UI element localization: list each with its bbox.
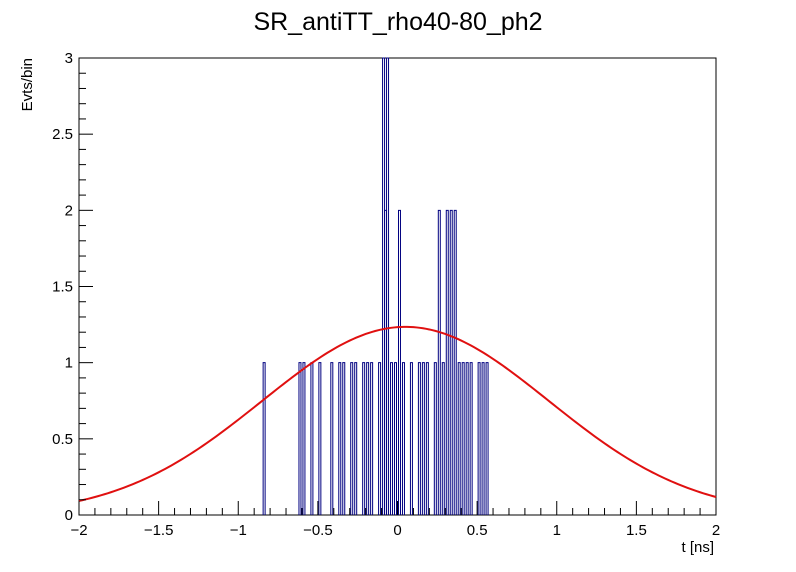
fit-curve (78, 325, 717, 502)
histogram-bars (262, 57, 489, 515)
histogram-bin-34 (469, 362, 473, 515)
x-axis-label: t [ns] (681, 539, 714, 556)
x-tick-label: −2 (70, 522, 87, 539)
x-tick-label: 1.5 (626, 522, 647, 539)
histogram-bin-27 (441, 362, 445, 515)
histogram-bin-25 (433, 362, 437, 515)
x-tick-label: −1.5 (144, 522, 174, 539)
histogram-bin-0 (262, 362, 266, 515)
x-tick-label: 0 (393, 522, 401, 539)
gaussian-fit-line (78, 325, 717, 502)
histogram-bin-7 (342, 362, 346, 515)
histogram-bin-33 (465, 362, 469, 515)
y-tick-label: 2 (65, 202, 73, 219)
histogram-bin-37 (485, 362, 489, 515)
histogram-bin-3 (310, 362, 314, 515)
histogram-bin-6 (338, 362, 342, 515)
histogram-bin-23 (421, 362, 425, 515)
histogram-bin-19 (397, 209, 401, 515)
histogram-bin-20 (401, 362, 405, 515)
histogram-bin-9 (354, 362, 358, 515)
y-tick-label: 1 (65, 355, 73, 372)
y-tick-label: 2.5 (52, 126, 73, 143)
histogram-bin-4 (318, 362, 322, 515)
histogram-bin-13 (378, 362, 382, 515)
histogram-bin-18 (394, 362, 398, 515)
y-tick-label: 1.5 (52, 279, 73, 296)
x-tick-label: −1 (230, 522, 247, 539)
x-tick-label: −0.5 (303, 522, 333, 539)
histogram-bin-22 (417, 362, 421, 515)
histogram-bin-35 (477, 362, 481, 515)
histogram-bin-32 (461, 362, 465, 515)
x-tick-label: 1 (553, 522, 561, 539)
histogram-bin-30 (453, 209, 457, 515)
y-axis-label: Evts/bin (19, 58, 36, 111)
x-axis: −2 −1.5 −1 −0.5 0 0.5 1 1.5 2 (70, 501, 720, 539)
y-tick-label: 0 (65, 507, 73, 524)
histogram-bin-21 (409, 362, 413, 515)
histogram-bin-29 (449, 209, 453, 515)
histogram-bin-1 (298, 362, 302, 515)
histogram-bin-8 (350, 362, 354, 515)
histogram-bin-11 (366, 362, 370, 515)
chart-title: SR_antiTT_rho40-80_ph2 (253, 8, 542, 36)
histogram-bin-17 (390, 362, 394, 515)
y-axis: 0 0.5 1 1.5 2 2.5 3 (52, 50, 93, 524)
histogram-bin-24 (425, 362, 429, 515)
histogram-bin-36 (481, 362, 485, 515)
y-tick-label: 3 (65, 50, 73, 67)
histogram-bin-10 (362, 362, 366, 515)
histogram-bin-5 (330, 362, 334, 515)
histogram-bin-12 (370, 362, 374, 515)
histogram-bin-16 (386, 57, 390, 515)
x-tick-label: 0.5 (467, 522, 488, 539)
histogram-bin-28 (445, 209, 449, 515)
x-tick-label: 2 (712, 522, 720, 539)
y-tick-label: 0.5 (52, 431, 73, 448)
histogram-bin-2 (302, 362, 306, 515)
plot-frame-rect (78, 57, 717, 516)
histogram-bin-31 (457, 362, 461, 515)
plot-frame (78, 57, 717, 516)
histogram-bin-26 (437, 209, 441, 515)
